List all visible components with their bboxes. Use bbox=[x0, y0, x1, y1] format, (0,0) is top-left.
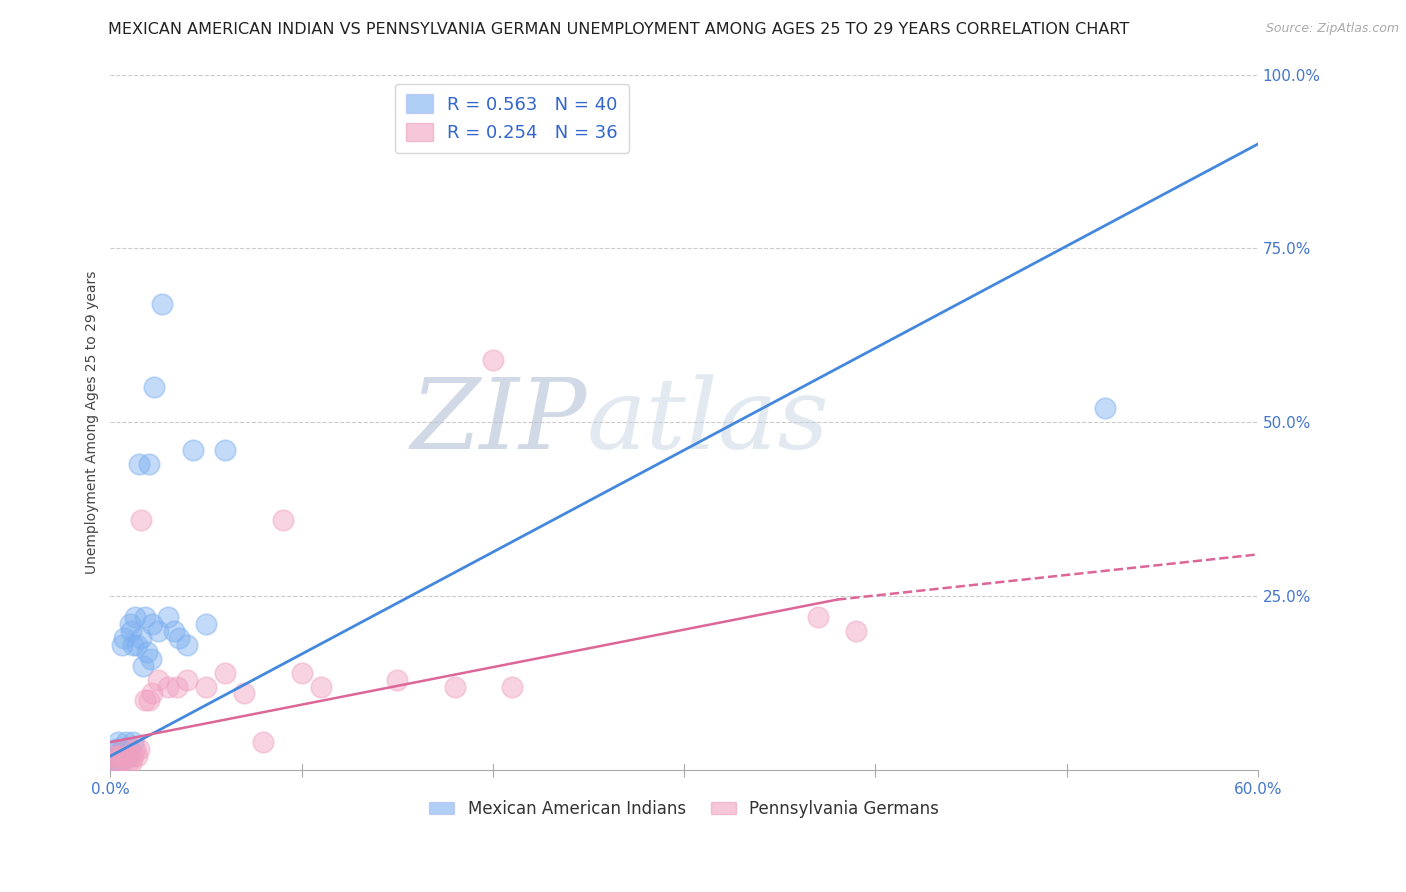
Point bbox=[103, 749, 125, 764]
Y-axis label: Unemployment Among Ages 25 to 29 years: Unemployment Among Ages 25 to 29 years bbox=[86, 270, 100, 574]
Point bbox=[291, 665, 314, 680]
Point bbox=[120, 756, 142, 770]
Point bbox=[214, 443, 236, 458]
Point bbox=[845, 624, 868, 638]
Point bbox=[108, 749, 131, 764]
Point bbox=[128, 457, 150, 471]
Point bbox=[108, 749, 131, 764]
Point bbox=[148, 624, 170, 638]
Point bbox=[101, 749, 124, 764]
Point bbox=[252, 735, 274, 749]
Point bbox=[1094, 401, 1116, 416]
Text: Source: ZipAtlas.com: Source: ZipAtlas.com bbox=[1265, 22, 1399, 36]
Point bbox=[214, 665, 236, 680]
Legend: Mexican American Indians, Pennsylvania Germans: Mexican American Indians, Pennsylvania G… bbox=[423, 793, 946, 824]
Text: atlas: atlas bbox=[586, 375, 830, 470]
Point bbox=[105, 749, 128, 764]
Point bbox=[129, 513, 152, 527]
Point bbox=[112, 742, 135, 756]
Text: MEXICAN AMERICAN INDIAN VS PENNSYLVANIA GERMAN UNEMPLOYMENT AMONG AGES 25 TO 29 : MEXICAN AMERICAN INDIAN VS PENNSYLVANIA … bbox=[108, 22, 1129, 37]
Point bbox=[114, 749, 136, 764]
Point bbox=[122, 638, 145, 652]
Text: ZIP: ZIP bbox=[411, 375, 586, 470]
Point bbox=[111, 756, 134, 770]
Point bbox=[139, 651, 162, 665]
Point bbox=[181, 443, 204, 458]
Point bbox=[156, 610, 179, 624]
Point bbox=[156, 680, 179, 694]
Point bbox=[101, 756, 124, 770]
Point bbox=[111, 742, 134, 756]
Point bbox=[501, 680, 523, 694]
Point bbox=[162, 624, 184, 638]
Point bbox=[108, 756, 131, 770]
Point bbox=[127, 749, 149, 764]
Point bbox=[105, 742, 128, 756]
Point bbox=[134, 693, 156, 707]
Point bbox=[103, 756, 125, 770]
Point bbox=[166, 680, 188, 694]
Point bbox=[233, 686, 256, 700]
Point bbox=[138, 457, 160, 471]
Point bbox=[127, 638, 149, 652]
Point bbox=[141, 686, 163, 700]
Point bbox=[114, 735, 136, 749]
Point bbox=[122, 749, 145, 764]
Point bbox=[143, 380, 166, 394]
Point bbox=[111, 638, 134, 652]
Point bbox=[148, 673, 170, 687]
Point bbox=[120, 624, 142, 638]
Point bbox=[107, 756, 129, 770]
Point bbox=[124, 742, 146, 756]
Point bbox=[107, 735, 129, 749]
Point bbox=[176, 638, 198, 652]
Point bbox=[135, 645, 157, 659]
Point bbox=[122, 735, 145, 749]
Point bbox=[443, 680, 465, 694]
Point bbox=[176, 673, 198, 687]
Point bbox=[141, 616, 163, 631]
Point bbox=[167, 631, 190, 645]
Point bbox=[117, 756, 139, 770]
Point bbox=[138, 693, 160, 707]
Point bbox=[128, 742, 150, 756]
Point bbox=[309, 680, 332, 694]
Point bbox=[195, 616, 218, 631]
Point bbox=[150, 297, 173, 311]
Point bbox=[118, 742, 141, 756]
Point bbox=[112, 631, 135, 645]
Point bbox=[482, 352, 505, 367]
Point bbox=[271, 513, 294, 527]
Point bbox=[118, 749, 141, 764]
Point bbox=[118, 616, 141, 631]
Point bbox=[105, 756, 128, 770]
Point bbox=[134, 610, 156, 624]
Point bbox=[129, 631, 152, 645]
Point bbox=[132, 658, 155, 673]
Point bbox=[117, 749, 139, 764]
Point bbox=[124, 610, 146, 624]
Point bbox=[195, 680, 218, 694]
Point bbox=[387, 673, 409, 687]
Point bbox=[807, 610, 830, 624]
Point bbox=[107, 749, 129, 764]
Point bbox=[112, 742, 135, 756]
